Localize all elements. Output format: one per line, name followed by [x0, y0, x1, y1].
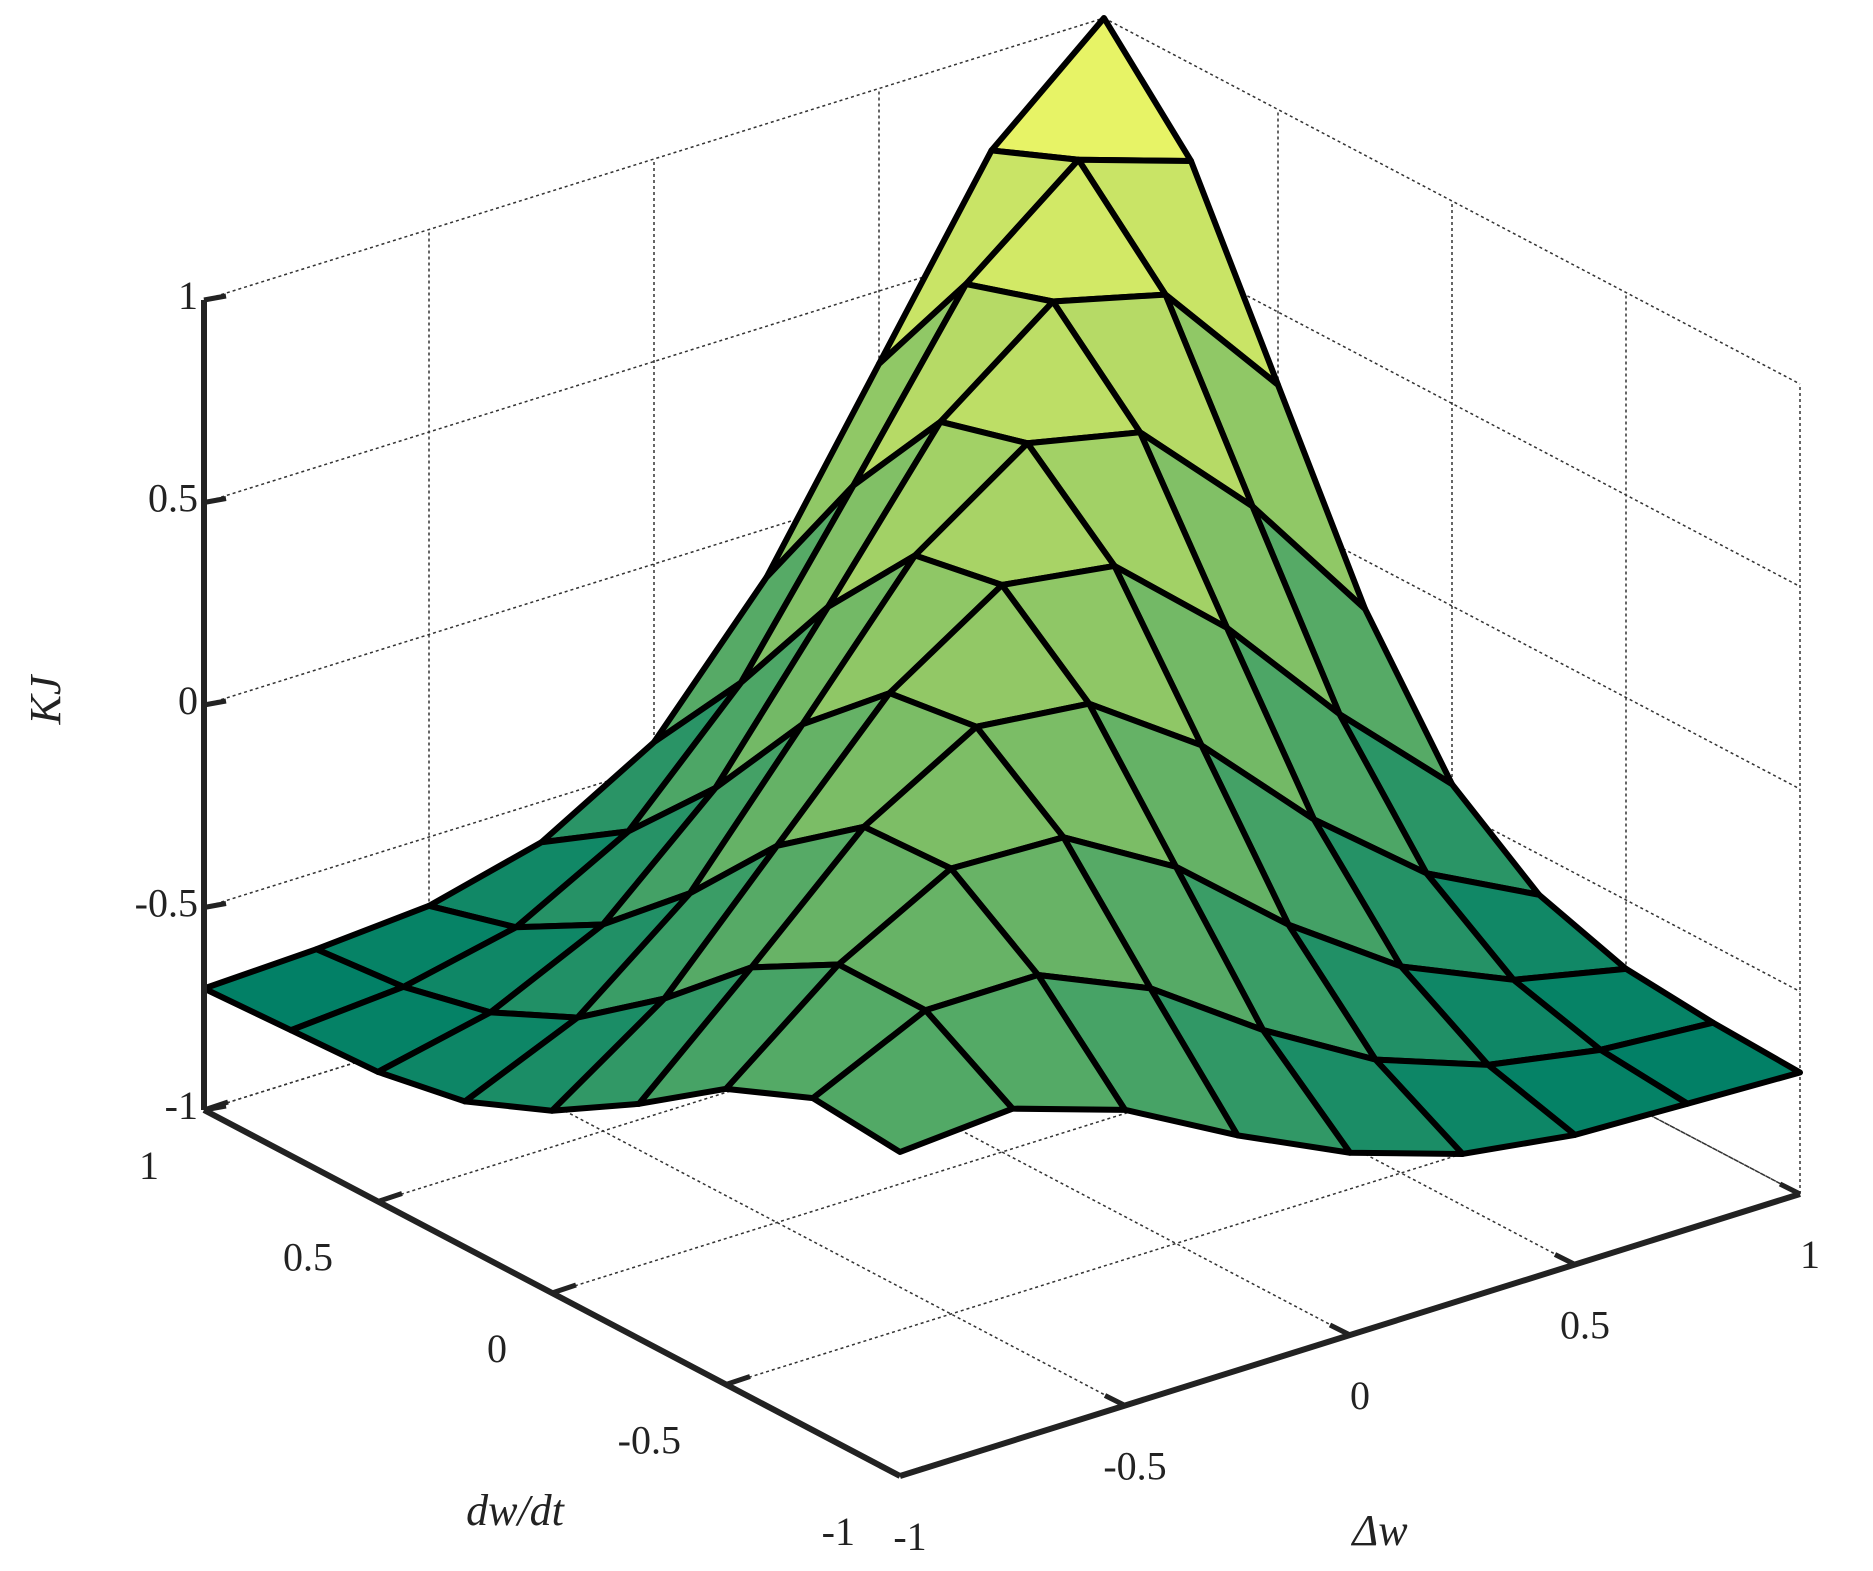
- y-tick-label: -1: [822, 1509, 855, 1554]
- grid-line: [1103, 219, 1801, 588]
- x-tick-label: -1: [893, 1514, 926, 1559]
- surface-patch: [810, 1007, 1016, 1155]
- y-tick-label: 1: [139, 1143, 159, 1188]
- z-tick-label: -0.5: [135, 881, 198, 926]
- surface-patch: [988, 15, 1194, 164]
- x-axis-label: Δw: [1350, 1506, 1408, 1555]
- y-tick-label: 0.5: [283, 1235, 333, 1280]
- x-tick-label: -0.5: [1103, 1444, 1166, 1489]
- grid-line: [551, 1010, 1453, 1294]
- z-axis-label: KJ: [21, 673, 70, 725]
- x-tick-label: 1: [1800, 1232, 1820, 1277]
- surface: [201, 15, 1803, 1157]
- x-tick-label: 0: [1350, 1373, 1370, 1418]
- grid-line: [1103, 827, 1801, 1195]
- tick: [377, 1191, 403, 1204]
- z-tick-label: 0: [178, 678, 198, 723]
- z-tick-label: 1: [178, 273, 198, 318]
- z-tick-label: 0.5: [148, 476, 198, 521]
- tick: [203, 901, 227, 910]
- grid-line: [203, 219, 1105, 504]
- y-axis: [202, 1107, 902, 1479]
- grid-line: [377, 918, 1279, 1203]
- tick: [725, 1374, 751, 1387]
- tick: [203, 293, 227, 303]
- x-axis: [899, 1191, 1801, 1479]
- y-axis-label: dw/dt: [466, 1486, 566, 1535]
- z-tick-label: -1: [165, 1083, 198, 1128]
- tick: [551, 1282, 577, 1296]
- grid-line: [725, 1101, 1627, 1386]
- grid-line: [1103, 422, 1801, 790]
- tick: [203, 1099, 229, 1113]
- y-tick-label: -0.5: [618, 1418, 681, 1463]
- y-tick-label: 0: [487, 1326, 507, 1371]
- grid-line: [1103, 17, 1801, 385]
- tick: [203, 496, 227, 505]
- grid-line: [203, 624, 1105, 909]
- x-tick-label: 0.5: [1560, 1303, 1610, 1348]
- axes: -1-0.500.51-1-0.500.51-1-0.500.51: [135, 273, 1820, 1559]
- tick: [203, 698, 227, 708]
- grid-line: [1103, 624, 1801, 993]
- grid-line: [203, 422, 1105, 706]
- grid-line: [203, 17, 1105, 301]
